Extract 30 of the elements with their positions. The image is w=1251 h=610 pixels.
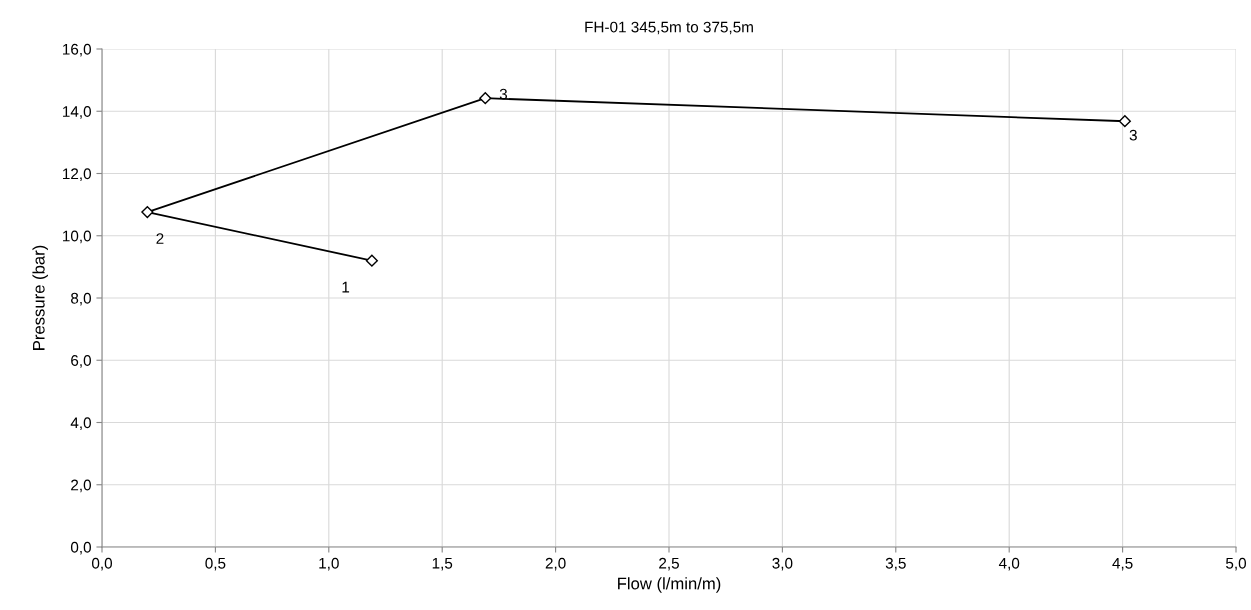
x-axis-title: Flow (l/min/m)	[618, 577, 721, 593]
x-tick-label: 3,0	[772, 557, 793, 571]
x-tick-label: 1,0	[319, 557, 339, 571]
y-tick-label: 6,0	[71, 355, 91, 368]
annotation: 3	[1129, 129, 1137, 141]
y-tick-label: 10,0	[63, 230, 91, 244]
x-tick-label: 0,0	[91, 557, 113, 571]
annotation: 2	[156, 233, 164, 244]
point	[1118, 115, 1131, 128]
y-tick-label: 2,0	[71, 479, 91, 493]
annotation: 1	[342, 281, 350, 293]
chart-title: FH-01 345,5m to 375,5m	[585, 21, 753, 35]
x-tick-label: 4,5	[1112, 557, 1133, 571]
x-tick-label: 4,0	[998, 557, 1020, 571]
x-tick-label: 2,0	[545, 557, 566, 571]
x-tick-label: 0,5	[205, 557, 226, 571]
y-axis-title: Pressure (bar)	[32, 245, 48, 350]
y-tick-label: 4,0	[70, 417, 91, 430]
x-tick-label: 5,0	[1225, 557, 1247, 571]
point	[365, 254, 378, 267]
x-tick-label: 2,5	[659, 557, 679, 571]
point	[479, 92, 492, 105]
point	[141, 205, 154, 219]
y-tick-label: 8,0	[71, 292, 91, 306]
x-tick-label: 1,5	[432, 557, 453, 571]
x-tick-label: 3,5	[885, 557, 906, 571]
y-tick-label: 12,0	[63, 168, 91, 181]
y-tick-label: 14,0	[63, 106, 91, 119]
y-tick-label: 0,0	[70, 541, 91, 555]
y-tick-label: 16,0	[63, 43, 91, 57]
